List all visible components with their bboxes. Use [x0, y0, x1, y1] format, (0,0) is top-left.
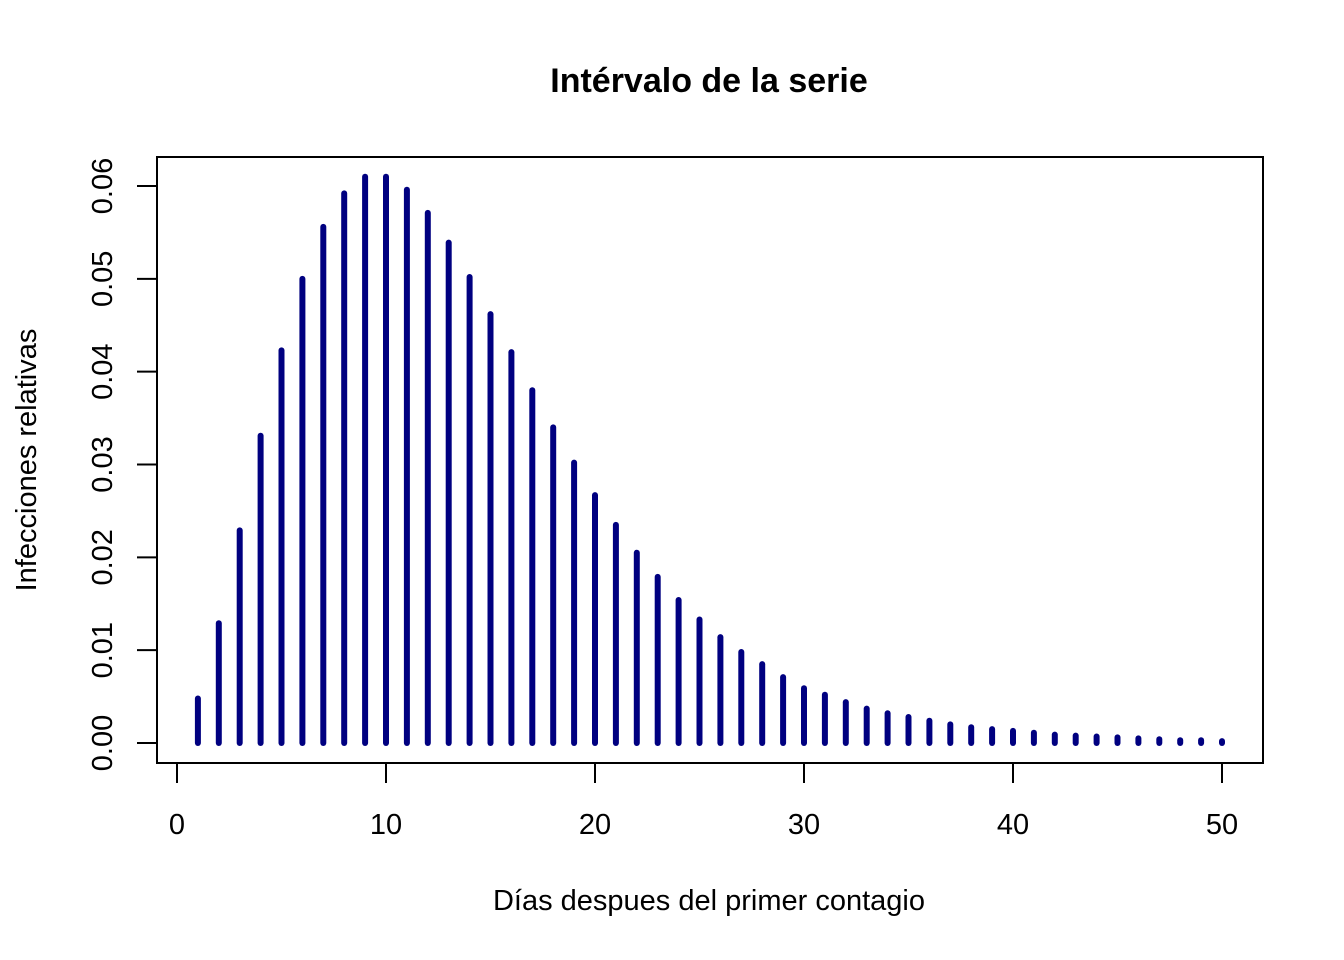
y-tick-label: 0.06 — [87, 158, 119, 214]
x-tick-label: 30 — [788, 809, 820, 841]
y-axis-label: Infecciones relativas — [11, 329, 43, 592]
x-tick-label: 40 — [997, 809, 1029, 841]
y-tick-label: 0.02 — [87, 529, 119, 585]
x-tick-label: 0 — [169, 809, 185, 841]
y-axis: 0.00 0.01 0.02 0.03 0.04 0.05 0.06 — [87, 158, 158, 771]
x-tick-label: 50 — [1206, 809, 1238, 841]
bar-series — [194, 173, 1225, 746]
y-tick-label: 0.03 — [87, 436, 119, 492]
x-axis-label: Días despues del primer contagio — [493, 885, 925, 917]
y-tick-label: 0.01 — [87, 622, 119, 678]
x-tick-label: 20 — [579, 809, 611, 841]
x-axis: 0 10 20 30 40 50 — [169, 762, 1238, 841]
x-tick-label: 10 — [370, 809, 402, 841]
chart-title: Intérvalo de la serie — [550, 62, 868, 100]
y-tick-label: 0.00 — [87, 715, 119, 771]
y-tick-label: 0.04 — [87, 343, 119, 399]
y-tick-label: 0.05 — [87, 251, 119, 307]
